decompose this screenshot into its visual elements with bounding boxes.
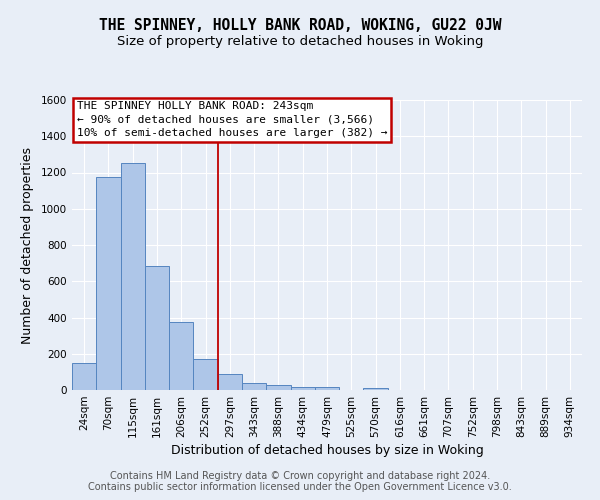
Bar xyxy=(364,388,388,390)
Bar xyxy=(72,363,96,390)
Bar xyxy=(193,359,218,390)
Bar xyxy=(96,177,121,390)
Text: Size of property relative to detached houses in Woking: Size of property relative to detached ho… xyxy=(117,35,483,48)
Bar xyxy=(121,162,145,390)
X-axis label: Distribution of detached houses by size in Woking: Distribution of detached houses by size … xyxy=(170,444,484,457)
Bar xyxy=(315,388,339,390)
Text: Contains HM Land Registry data © Crown copyright and database right 2024.
Contai: Contains HM Land Registry data © Crown c… xyxy=(88,471,512,492)
Bar xyxy=(169,322,193,390)
Text: THE SPINNEY, HOLLY BANK ROAD, WOKING, GU22 0JW: THE SPINNEY, HOLLY BANK ROAD, WOKING, GU… xyxy=(99,18,501,32)
Bar xyxy=(145,266,169,390)
Bar xyxy=(266,385,290,390)
Text: THE SPINNEY HOLLY BANK ROAD: 243sqm
← 90% of detached houses are smaller (3,566): THE SPINNEY HOLLY BANK ROAD: 243sqm ← 90… xyxy=(77,102,388,138)
Bar xyxy=(218,374,242,390)
Y-axis label: Number of detached properties: Number of detached properties xyxy=(21,146,34,344)
Bar xyxy=(290,386,315,390)
Bar xyxy=(242,383,266,390)
